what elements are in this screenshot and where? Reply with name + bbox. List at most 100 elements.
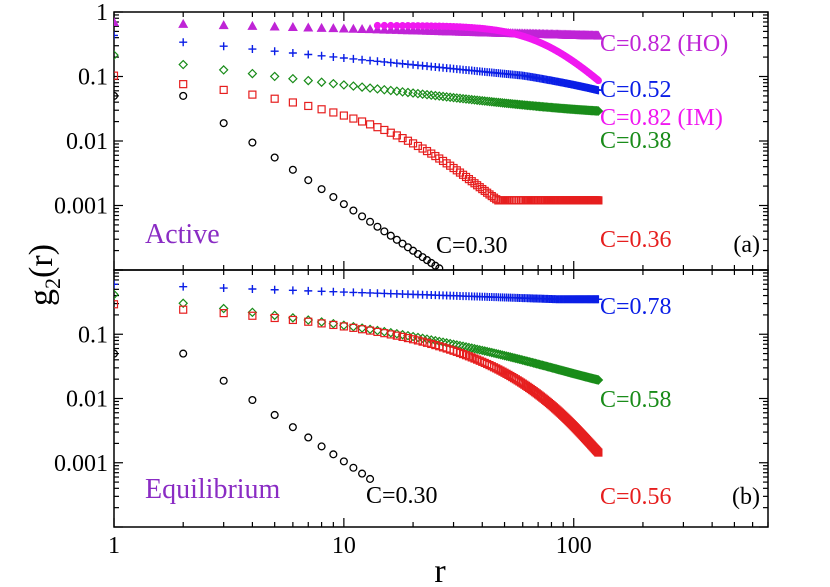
data-point (179, 282, 188, 291)
data-point (373, 289, 382, 298)
data-point (501, 98, 512, 109)
y-tick-label: 0.001 (54, 451, 108, 477)
y-axis-label-main: g (23, 289, 60, 306)
y-tick-label: 0.1 (78, 65, 108, 91)
x-tick-label: 100 (556, 533, 592, 559)
data-point (464, 352, 474, 361)
data-point (461, 351, 471, 360)
data-point (386, 231, 395, 240)
data-point (357, 82, 367, 92)
data-point (317, 105, 326, 114)
data-point (316, 77, 327, 88)
data-point (418, 337, 427, 346)
y-axis-label-sub: 2 (40, 278, 65, 289)
data-point (288, 423, 297, 432)
data-point (373, 21, 382, 30)
data-point (594, 448, 603, 457)
data-point (404, 22, 412, 30)
series-label: C=0.56 (600, 484, 672, 510)
data-point (179, 91, 188, 100)
data-point (317, 287, 326, 296)
series-label: C=0.82 (HO) (600, 31, 728, 57)
data-point (392, 331, 401, 340)
data-point (387, 21, 395, 30)
data-point (288, 48, 297, 57)
series-label: C=0.52 (600, 77, 672, 103)
data-point (380, 21, 388, 30)
data-point (386, 128, 395, 137)
data-point (316, 22, 327, 32)
data-point (303, 22, 314, 32)
y-tick-label: 1 (96, 0, 108, 26)
data-point (464, 175, 474, 184)
series-label: C=0.30 (366, 483, 438, 509)
data-point (458, 93, 468, 104)
data-point (593, 30, 604, 40)
data-point (448, 92, 459, 103)
data-point (594, 76, 602, 85)
data-point (329, 52, 338, 61)
data-point (270, 47, 279, 56)
data-point (304, 176, 313, 185)
data-point (114, 280, 118, 289)
data-point (408, 335, 418, 344)
data-point (269, 310, 280, 321)
data-point (372, 84, 383, 94)
data-point (329, 450, 338, 459)
y-axis-label: g2(r) (23, 244, 65, 306)
series-label: C=0.78 (600, 294, 672, 320)
y-tick-label: 0.001 (54, 194, 108, 220)
data-point (398, 134, 407, 143)
series-label: C=0.58 (600, 387, 672, 413)
data-point (114, 31, 118, 40)
data-point (365, 324, 375, 335)
data-point (339, 111, 348, 120)
data-point (365, 83, 375, 93)
data-point (357, 325, 367, 334)
data-point (179, 305, 188, 314)
data-point (178, 298, 189, 309)
data-point (593, 106, 604, 116)
data-point (270, 153, 279, 162)
data-point (339, 80, 349, 90)
x-tick-label: 10 (332, 533, 356, 559)
data-point (339, 320, 349, 331)
data-point (328, 23, 339, 33)
data-point (270, 313, 279, 323)
data-point (317, 319, 326, 328)
data-point (179, 349, 188, 358)
y-tick-label: 0.01 (66, 129, 108, 155)
data-point (304, 286, 313, 295)
y-tick-label: 0.01 (66, 387, 108, 413)
series-C=0.58 (114, 289, 604, 385)
panel-label: (a) (733, 232, 760, 258)
data-point (248, 138, 257, 147)
data-point (434, 91, 445, 101)
series-label: C=0.38 (600, 128, 672, 154)
data-point (392, 131, 401, 140)
data-point (317, 185, 326, 194)
data-point (219, 85, 228, 95)
data-point (317, 442, 326, 451)
data-point (594, 86, 603, 95)
data-point (366, 474, 375, 483)
data-point (413, 141, 423, 151)
panel-label: (b) (732, 484, 760, 510)
data-point (114, 91, 119, 100)
data-point (304, 50, 313, 59)
y-tick-label: 0.1 (78, 322, 108, 348)
data-point (288, 98, 297, 107)
data-point (329, 108, 338, 117)
series-C=0.36 (114, 71, 603, 205)
data-point (304, 433, 313, 442)
series-label: C=0.82 (IM) (600, 105, 723, 131)
data-point (379, 84, 390, 95)
data-point (455, 93, 465, 104)
data-point (288, 313, 298, 323)
data-point (366, 288, 375, 297)
data-point (348, 23, 359, 33)
data-point (114, 300, 119, 309)
data-point (386, 330, 395, 339)
data-point (219, 42, 228, 51)
data-point (219, 119, 228, 128)
